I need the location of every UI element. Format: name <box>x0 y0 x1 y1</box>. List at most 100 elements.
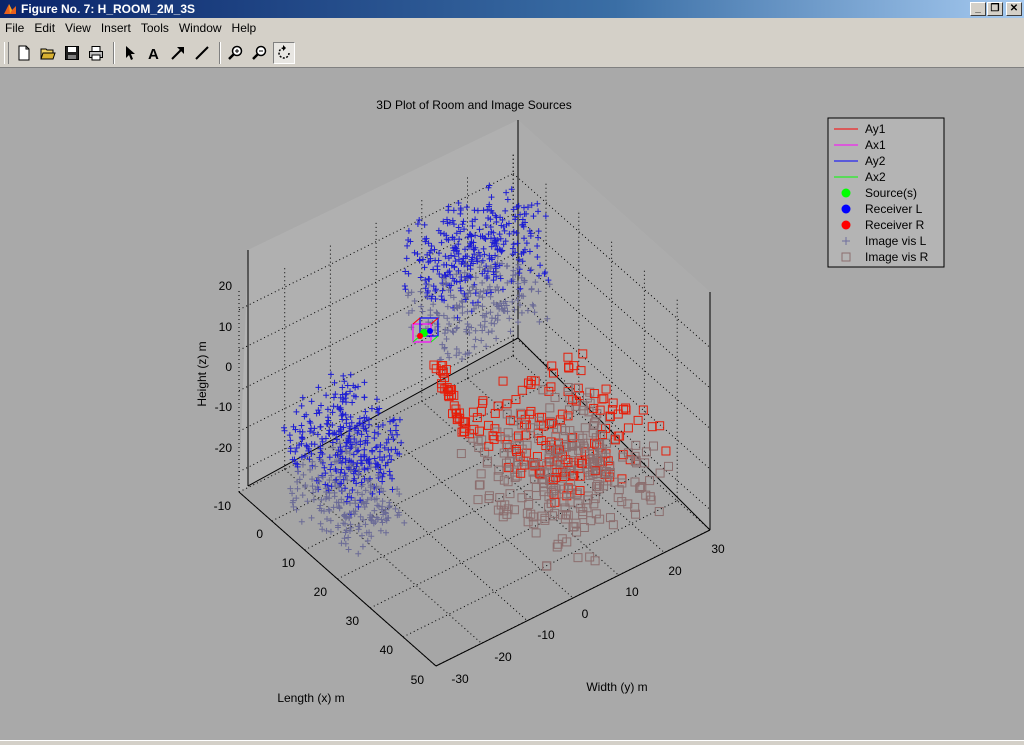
image-vis-l-point <box>483 343 490 350</box>
text-icon[interactable]: A <box>143 42 165 64</box>
image-vis-r-point <box>482 458 492 468</box>
image-vis-l-point <box>438 239 445 246</box>
image-vis-l-point <box>480 245 487 252</box>
image-vis-l-point <box>509 251 516 258</box>
image-vis-r-point <box>617 497 627 507</box>
image-vis-l-point <box>532 279 539 286</box>
image-vis-r-point <box>453 413 463 423</box>
z-tick-labels: 20 10 0 -10 -20 <box>215 279 233 455</box>
image-vis-r-point <box>539 482 549 492</box>
image-vis-l-point <box>440 312 447 319</box>
image-vis-l-point <box>376 454 383 461</box>
image-vis-l-point <box>455 200 462 207</box>
image-vis-l-point <box>424 289 431 296</box>
image-vis-r-point <box>517 385 527 395</box>
select-arrow-icon[interactable] <box>119 42 141 64</box>
image-vis-l-point <box>340 499 347 506</box>
image-vis-l-point <box>359 543 366 550</box>
image-vis-l-point <box>487 309 494 316</box>
image-vis-l-point <box>530 213 537 220</box>
image-vis-l-point <box>405 227 412 234</box>
image-vis-l-point <box>373 483 380 490</box>
image-vis-l-point <box>476 264 483 271</box>
image-vis-r-point <box>546 382 556 392</box>
menu-file[interactable]: File <box>5 21 25 35</box>
image-vis-l-point <box>442 253 449 260</box>
image-vis-l-point <box>346 490 353 497</box>
toolbar-grip[interactable] <box>4 41 9 64</box>
image-vis-l-point <box>377 466 384 473</box>
image-vis-l-point <box>300 471 307 478</box>
menu-edit[interactable]: Edit <box>34 21 56 35</box>
image-vis-r-point <box>591 414 601 424</box>
image-vis-l-point <box>362 408 369 415</box>
menu-insert[interactable]: Insert <box>100 21 131 35</box>
image-vis-l-point <box>498 248 505 255</box>
image-vis-l-point <box>382 462 389 469</box>
image-vis-l-point <box>459 258 466 265</box>
image-vis-l-point <box>534 254 541 261</box>
image-vis-l-point <box>339 411 346 418</box>
image-vis-l-point <box>444 315 451 322</box>
line-icon[interactable] <box>191 42 213 64</box>
print-icon[interactable] <box>85 42 107 64</box>
new-file-icon[interactable] <box>13 42 35 64</box>
image-vis-l-point <box>308 398 315 405</box>
z-tick-label: 20 <box>219 279 233 293</box>
image-vis-l-point <box>449 275 456 282</box>
image-vis-r-point <box>576 366 586 376</box>
menu-view[interactable]: View <box>65 21 91 35</box>
image-vis-l-point <box>451 305 458 312</box>
minimize-button[interactable]: _ <box>970 2 986 16</box>
image-vis-r-point <box>580 423 590 433</box>
image-vis-l-point <box>323 515 330 522</box>
legend[interactable]: Ay1 Ax1 Ay2 Ax2 Source(s) Receiver L Receiver … <box>827 117 945 268</box>
zoom-out-icon[interactable] <box>249 42 271 64</box>
menu-tools[interactable]: Tools <box>140 21 169 35</box>
image-vis-l-point <box>434 310 441 317</box>
image-vis-l-point <box>417 274 424 281</box>
open-folder-icon[interactable] <box>37 42 59 64</box>
image-vis-l-point <box>351 435 358 442</box>
image-vis-r-point <box>577 458 587 468</box>
image-vis-l-point <box>338 459 345 466</box>
image-vis-l-point <box>430 301 437 308</box>
image-vis-l-point <box>414 221 421 228</box>
menu-window[interactable]: Window <box>178 21 222 35</box>
zoom-in-icon[interactable] <box>225 42 247 64</box>
menu-help[interactable]: Help <box>231 21 257 35</box>
image-vis-l-point <box>467 262 474 269</box>
image-vis-r-point <box>556 444 566 454</box>
image-vis-l-point <box>405 309 412 316</box>
image-vis-r-point <box>494 465 504 475</box>
maximize-button[interactable]: ❐ <box>987 2 1003 16</box>
image-vis-l-point <box>394 486 401 493</box>
image-vis-l-point <box>535 234 542 241</box>
legend-item: Image vis R <box>841 250 929 264</box>
arrow-icon[interactable] <box>167 42 189 64</box>
image-vis-l-point <box>367 516 374 523</box>
x-tick-labels: -10 0 10 20 30 40 50 <box>214 499 425 687</box>
image-vis-l-point <box>316 454 323 461</box>
image-vis-l-point <box>338 466 345 473</box>
image-vis-l-point <box>487 224 494 231</box>
image-vis-l-point <box>343 513 350 520</box>
image-vis-l-point <box>534 200 541 207</box>
image-vis-l-point <box>358 499 365 506</box>
y-tick-label: 20 <box>668 564 682 578</box>
image-vis-l-point <box>308 425 315 432</box>
rotate-3d-icon[interactable] <box>273 41 295 64</box>
image-vis-l-point <box>351 425 358 432</box>
image-vis-l-point <box>366 460 373 467</box>
image-vis-l-point <box>425 240 432 247</box>
plot-canvas[interactable]: 3D Plot of Room and Image Sources 20 10 … <box>0 68 1024 740</box>
image-vis-l-point <box>313 410 320 417</box>
close-button[interactable]: ✕ <box>1006 2 1022 16</box>
save-icon[interactable] <box>61 42 83 64</box>
svg-text:A: A <box>148 46 159 61</box>
image-vis-r-point <box>579 405 589 415</box>
image-vis-r-point <box>605 467 615 477</box>
image-vis-l-point <box>387 472 394 479</box>
image-vis-l-point <box>336 405 343 412</box>
image-vis-l-point <box>453 346 460 353</box>
